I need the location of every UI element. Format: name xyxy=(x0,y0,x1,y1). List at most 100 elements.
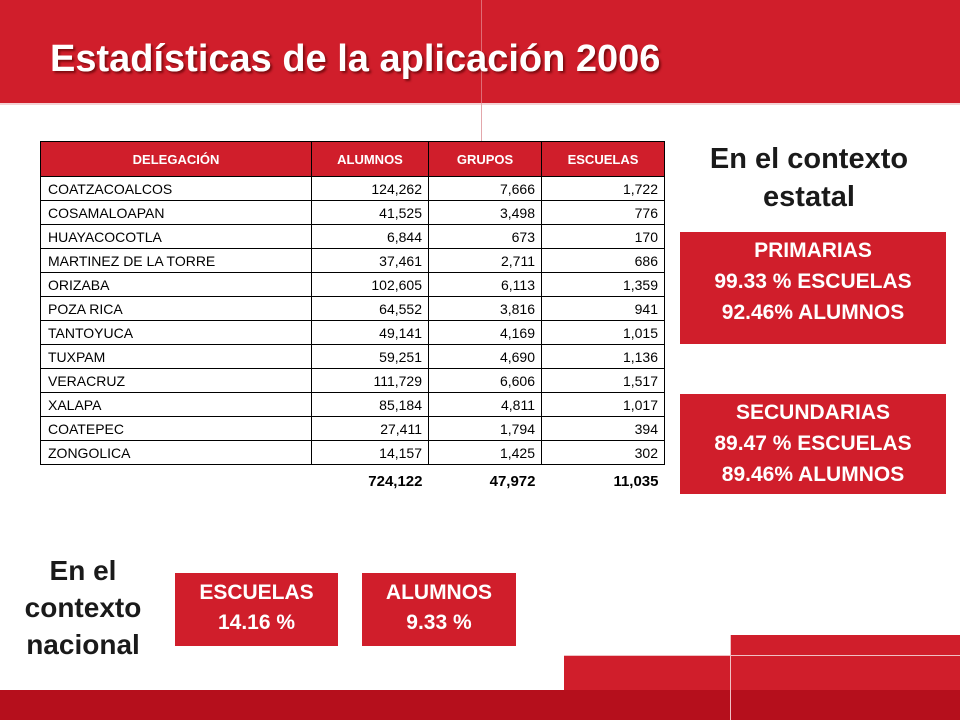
cell-delegacion: VERACRUZ xyxy=(40,368,312,393)
cell-alumnos: 64,552 xyxy=(311,296,429,321)
cell-alumnos: 111,729 xyxy=(311,368,429,393)
national-escuelas-value: 14.16 % xyxy=(217,611,296,634)
header-delegacion: DELEGACIÓN xyxy=(40,141,312,177)
cell-escuelas: 686 xyxy=(541,248,665,273)
bottom-decoration-line xyxy=(564,655,960,656)
cell-alumnos: 41,525 xyxy=(311,200,429,225)
cell-delegacion: HUAYACOCOTLA xyxy=(40,224,312,249)
cell-escuelas: 1,136 xyxy=(541,344,665,369)
table-row: POZA RICA 64,552 3,816 941 xyxy=(40,296,665,321)
header-grupos: GRUPOS xyxy=(428,141,542,177)
table-row: TUXPAM 59,251 4,690 1,136 xyxy=(40,344,665,369)
cell-delegacion: TANTOYUCA xyxy=(40,320,312,345)
cell-grupos: 3,816 xyxy=(428,296,542,321)
cell-alumnos: 85,184 xyxy=(311,392,429,417)
primarias-alumnos: 92.46% ALUMNOS xyxy=(721,301,905,324)
primarias-escuelas: 99.33 % ESCUELAS xyxy=(714,270,912,293)
national-heading-line2: contexto xyxy=(24,592,142,623)
statistics-table: DELEGACIÓN ALUMNOS GRUPOS ESCUELAS COATZ… xyxy=(40,141,665,497)
cell-delegacion: TUXPAM xyxy=(40,344,312,369)
secundarias-box: SECUNDARIAS 89.47 % ESCUELAS 89.46% ALUM… xyxy=(680,394,946,494)
cell-grupos: 4,690 xyxy=(428,344,542,369)
title-banner xyxy=(0,0,960,105)
table-row: COSAMALOAPAN 41,525 3,498 776 xyxy=(40,200,665,225)
cell-alumnos: 37,461 xyxy=(311,248,429,273)
primarias-box: PRIMARIAS 99.33 % ESCUELAS 92.46% ALUMNO… xyxy=(680,232,946,344)
national-escuelas-label: ESCUELAS xyxy=(199,581,314,604)
national-alumnos-value: 9.33 % xyxy=(406,611,472,634)
cell-grupos: 7,666 xyxy=(428,176,542,201)
table-row: XALAPA 85,184 4,811 1,017 xyxy=(40,392,665,417)
cell-alumnos: 59,251 xyxy=(311,344,429,369)
cell-alumnos: 124,262 xyxy=(311,176,429,201)
total-alumnos: 724,122 xyxy=(368,472,423,490)
cell-grupos: 6,606 xyxy=(428,368,542,393)
cell-grupos: 1,425 xyxy=(428,440,542,465)
header-escuelas: ESCUELAS xyxy=(541,141,665,177)
cell-delegacion: COSAMALOAPAN xyxy=(40,200,312,225)
cell-escuelas: 170 xyxy=(541,224,665,249)
secundarias-title: SECUNDARIAS xyxy=(735,401,890,424)
cell-grupos: 1,794 xyxy=(428,416,542,441)
cell-grupos: 2,711 xyxy=(428,248,542,273)
cell-escuelas: 941 xyxy=(541,296,665,321)
national-heading-line3: nacional xyxy=(26,629,140,660)
cell-delegacion: ZONGOLICA xyxy=(40,440,312,465)
page-title: Estadísticas de la aplicación 2006 xyxy=(50,38,661,80)
bottom-decoration-divider xyxy=(730,635,731,720)
decorative-divider xyxy=(481,103,482,143)
table-row: MARTINEZ DE LA TORRE 37,461 2,711 686 xyxy=(40,248,665,273)
cell-escuelas: 1,722 xyxy=(541,176,665,201)
cell-grupos: 4,811 xyxy=(428,392,542,417)
cell-delegacion: ORIZABA xyxy=(40,272,312,297)
total-escuelas: 11,035 xyxy=(613,472,659,490)
table-row: HUAYACOCOTLA 6,844 673 170 xyxy=(40,224,665,249)
cell-delegacion: MARTINEZ DE LA TORRE xyxy=(40,248,312,273)
cell-alumnos: 14,157 xyxy=(311,440,429,465)
table-row: VERACRUZ 111,729 6,606 1,517 xyxy=(40,368,665,393)
cell-escuelas: 1,359 xyxy=(541,272,665,297)
cell-delegacion: COATEPEC xyxy=(40,416,312,441)
bottom-decoration-block xyxy=(564,655,960,690)
totals-label-cell xyxy=(41,465,312,498)
primarias-title: PRIMARIAS xyxy=(754,239,872,262)
national-alumnos-box: ALUMNOS 9.33 % xyxy=(362,573,516,646)
banner-divider xyxy=(481,0,482,103)
table-row: COATEPEC 27,411 1,794 394 xyxy=(40,416,665,441)
cell-delegacion: XALAPA xyxy=(40,392,312,417)
banner-underline xyxy=(0,103,960,105)
cell-alumnos: 27,411 xyxy=(311,416,429,441)
cell-delegacion: COATZACOALCOS xyxy=(40,176,312,201)
totals-row: 724,122 47,972 11,035 xyxy=(41,465,665,498)
cell-escuelas: 776 xyxy=(541,200,665,225)
cell-alumnos: 49,141 xyxy=(311,320,429,345)
cell-delegacion: POZA RICA xyxy=(40,296,312,321)
state-heading-line2: estatal xyxy=(763,181,855,213)
cell-alumnos: 6,844 xyxy=(311,224,429,249)
header-alumnos: ALUMNOS xyxy=(311,141,429,177)
bottom-decoration-step xyxy=(730,635,960,655)
cell-grupos: 6,113 xyxy=(428,272,542,297)
table-row: COATZACOALCOS 124,262 7,666 1,722 xyxy=(40,176,665,201)
state-heading-line1: En el contexto xyxy=(709,143,909,175)
secundarias-alumnos: 89.46% ALUMNOS xyxy=(721,463,905,486)
national-escuelas-box: ESCUELAS 14.16 % xyxy=(175,573,338,646)
cell-alumnos: 102,605 xyxy=(311,272,429,297)
cell-grupos: 4,169 xyxy=(428,320,542,345)
total-grupos: 47,972 xyxy=(489,472,536,490)
secundarias-escuelas: 89.47 % ESCUELAS xyxy=(714,432,912,455)
cell-grupos: 673 xyxy=(428,224,542,249)
table-header-row: DELEGACIÓN ALUMNOS GRUPOS ESCUELAS xyxy=(40,141,665,177)
cell-escuelas: 1,517 xyxy=(541,368,665,393)
cell-escuelas: 1,017 xyxy=(541,392,665,417)
cell-escuelas: 302 xyxy=(541,440,665,465)
cell-escuelas: 1,015 xyxy=(541,320,665,345)
national-alumnos-label: ALUMNOS xyxy=(385,581,493,604)
national-heading-line1: En el xyxy=(49,555,117,586)
table-row: ORIZABA 102,605 6,113 1,359 xyxy=(40,272,665,297)
state-context-heading: En el contexto estatal xyxy=(680,140,938,216)
bottom-decoration-band xyxy=(0,690,960,720)
table-row: TANTOYUCA 49,141 4,169 1,015 xyxy=(40,320,665,345)
cell-escuelas: 394 xyxy=(541,416,665,441)
national-context-heading: En el contexto nacional xyxy=(8,552,158,663)
